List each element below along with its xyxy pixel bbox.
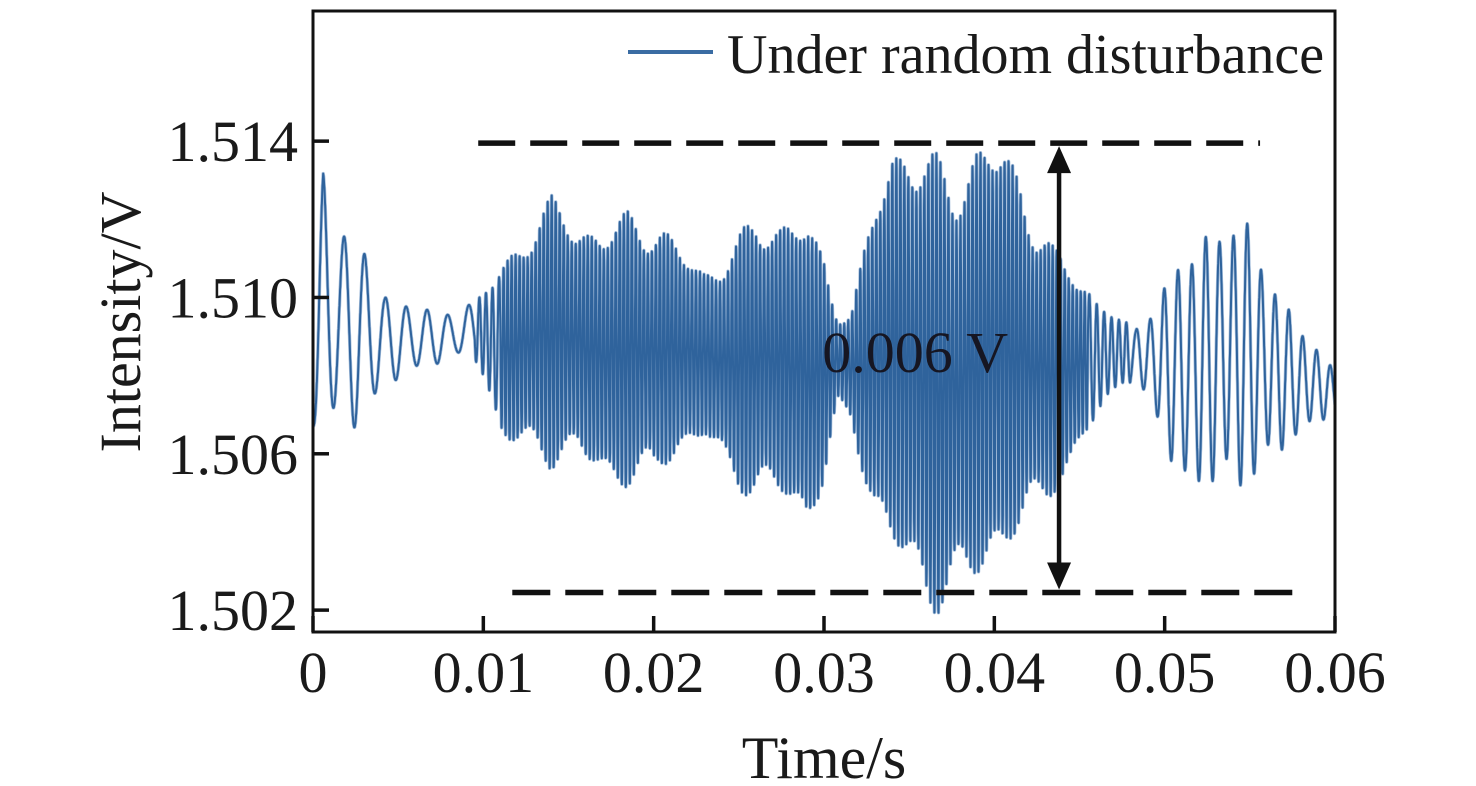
y-tick-label: 1.502 [168,578,299,643]
y-axis-title: Intensity/V [88,191,153,452]
y-axis-ticks [313,139,329,612]
arrow-head-down-icon [1047,562,1072,590]
x-tick-label: 0.02 [603,640,705,705]
x-tick-label: 0.01 [433,640,535,705]
x-tick-label: 0.06 [1284,640,1386,705]
y-axis-tick-labels: 1.502 1.506 1.510 1.514 [168,109,299,643]
x-tick-label: 0.03 [773,640,875,705]
arrow-head-up-icon [1047,146,1072,174]
y-tick-label: 1.510 [168,265,299,330]
x-axis-ticks [311,616,1337,632]
delta-voltage-label: 0.006 V [822,320,1008,385]
x-tick-label: 0.04 [944,640,1046,705]
legend-entry-label: Under random disturbance [727,24,1324,86]
y-tick-label: 1.514 [168,109,299,174]
y-tick-label: 1.506 [168,422,299,487]
waveform-series [313,151,1335,615]
x-tick-label: 0 [299,640,328,705]
x-axis-tick-labels: 0 0.01 0.02 0.03 0.04 0.05 0.06 [299,640,1386,705]
legend: Under random disturbance [628,24,1324,86]
waveform-path [313,151,1335,614]
peak-to-peak-arrow [1047,146,1072,590]
x-tick-label: 0.05 [1114,640,1216,705]
x-axis-title: Time/s [742,725,907,786]
